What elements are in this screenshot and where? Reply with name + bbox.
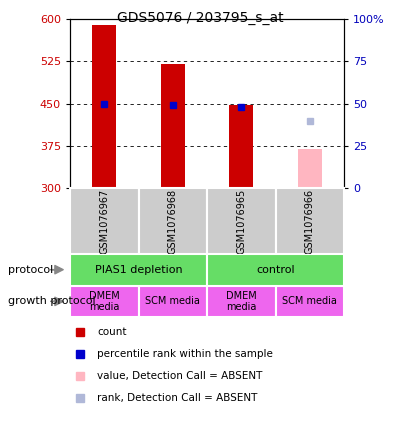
Bar [207, 254, 344, 286]
Text: percentile rank within the sample: percentile rank within the sample [97, 349, 273, 360]
Bar [207, 188, 276, 254]
Text: DMEM
media: DMEM media [89, 291, 120, 312]
Bar [70, 254, 207, 286]
Text: growth protocol: growth protocol [8, 297, 96, 306]
Text: control: control [256, 265, 295, 275]
Bar [70, 188, 138, 254]
Bar [207, 286, 276, 317]
Text: DMEM
media: DMEM media [226, 291, 257, 312]
Text: GSM1076968: GSM1076968 [168, 189, 178, 253]
Bar [92, 25, 116, 188]
Text: PIAS1 depletion: PIAS1 depletion [95, 265, 182, 275]
Text: GSM1076965: GSM1076965 [236, 188, 246, 254]
Bar [138, 286, 207, 317]
Text: value, Detection Call = ABSENT: value, Detection Call = ABSENT [97, 371, 262, 382]
Text: protocol: protocol [8, 265, 53, 275]
Bar [70, 286, 138, 317]
Text: SCM media: SCM media [282, 297, 337, 306]
Bar [229, 105, 253, 188]
Bar [138, 188, 207, 254]
Bar [298, 149, 322, 188]
Bar [276, 188, 344, 254]
Text: rank, Detection Call = ABSENT: rank, Detection Call = ABSENT [97, 393, 258, 404]
Text: SCM media: SCM media [145, 297, 200, 306]
Bar [161, 63, 185, 188]
Bar [276, 286, 344, 317]
Text: GDS5076 / 203795_s_at: GDS5076 / 203795_s_at [117, 11, 283, 25]
Text: GSM1076967: GSM1076967 [99, 188, 109, 254]
Text: GSM1076966: GSM1076966 [305, 189, 315, 253]
Text: count: count [97, 327, 127, 338]
